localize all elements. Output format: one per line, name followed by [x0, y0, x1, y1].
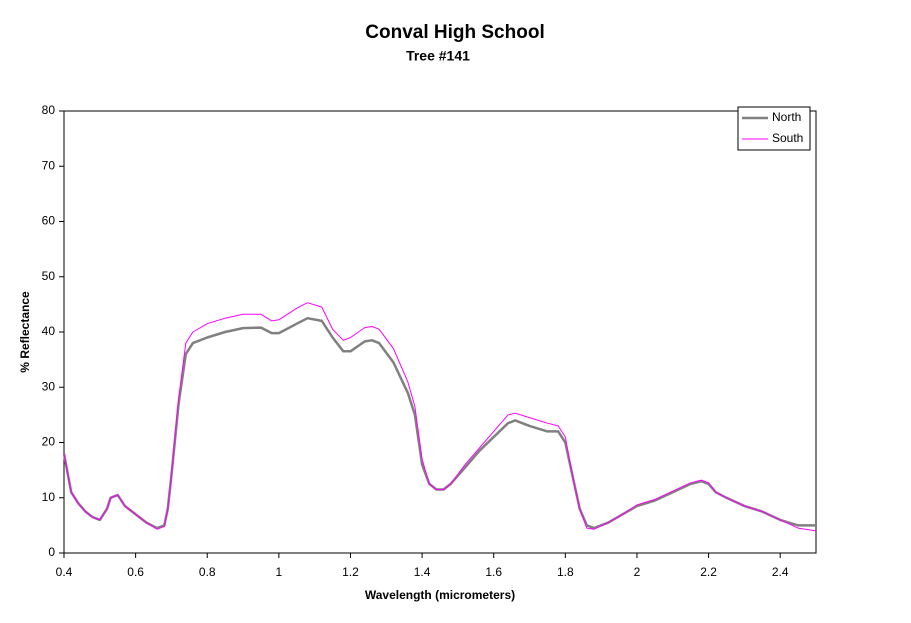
y-axis-label: % Reflectance [18, 291, 32, 373]
x-tick-label: 0.8 [199, 565, 216, 579]
y-tick-label: 40 [42, 324, 56, 338]
x-tick-label: 0.4 [56, 565, 73, 579]
x-tick-label: 1.4 [414, 565, 431, 579]
y-tick-label: 30 [42, 379, 56, 393]
legend-label: South [772, 131, 803, 145]
y-tick-label: 10 [42, 490, 56, 504]
x-tick-label: 2 [634, 565, 641, 579]
x-tick-label: 2.2 [700, 565, 717, 579]
y-tick-label: 0 [48, 545, 55, 559]
y-tick-label: 80 [42, 103, 56, 117]
chart-subtitle: Tree #141 [406, 48, 470, 64]
legend-label: North [772, 110, 801, 124]
x-axis-label: Wavelength (micrometers) [365, 588, 515, 602]
x-tick-label: 1.8 [557, 565, 574, 579]
x-tick-label: 2.4 [772, 565, 789, 579]
legend-box [737, 106, 811, 151]
line-series [63, 302, 817, 532]
y-tick-label: 20 [42, 435, 56, 449]
x-tick-label: 0.6 [127, 565, 144, 579]
y-tick-label: 60 [42, 214, 56, 228]
x-tick-label: 1 [276, 565, 283, 579]
x-tick-label: 1.2 [342, 565, 359, 579]
y-tick-label: 50 [42, 269, 56, 283]
chart-title: Conval High School [365, 22, 544, 43]
y-tick-label: 70 [42, 158, 56, 172]
x-tick-label: 1.6 [485, 565, 502, 579]
